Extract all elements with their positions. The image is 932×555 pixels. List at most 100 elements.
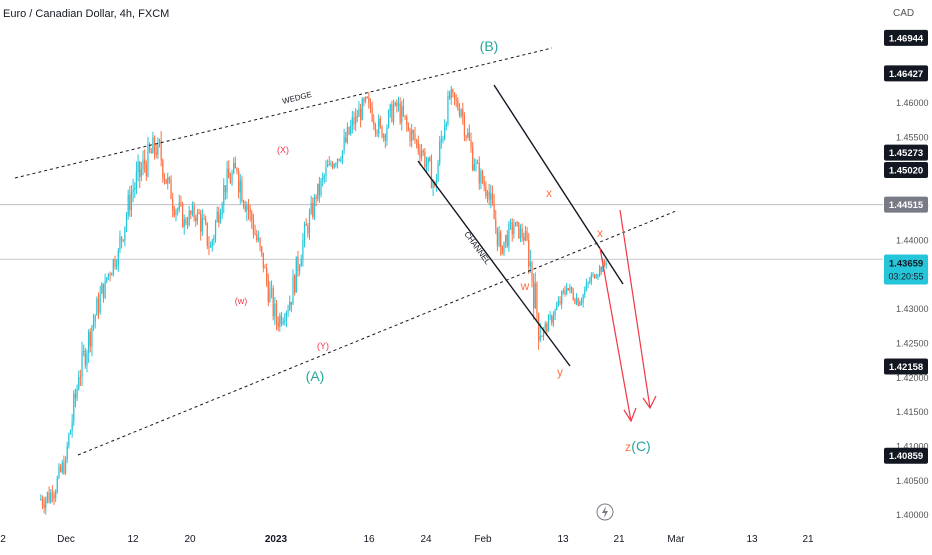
candle-up [107, 273, 110, 278]
candle-up [325, 167, 327, 176]
candle-up [480, 171, 482, 184]
candle-down [160, 140, 162, 161]
candle-up [94, 315, 96, 322]
candle-up [544, 323, 546, 329]
candle-up [191, 205, 194, 215]
candle-down [297, 256, 299, 272]
candle-up [274, 303, 276, 317]
candle-up [239, 180, 241, 193]
candle-up [289, 301, 291, 311]
candle-down [412, 130, 414, 134]
candle-down [200, 213, 202, 232]
candle-up [552, 315, 555, 324]
candle-up [178, 202, 180, 210]
candle-down [402, 106, 405, 116]
candle-down [496, 227, 499, 246]
x-tick-label: 13 [557, 534, 569, 545]
candle-up [284, 320, 286, 322]
candle-up [561, 291, 563, 304]
candle-down [264, 267, 266, 269]
candle-up [539, 336, 541, 341]
candle-up [350, 125, 352, 135]
candle-down [537, 313, 540, 341]
candle-down [254, 233, 256, 235]
candle-up [226, 168, 228, 193]
price-mark-box [884, 29, 928, 46]
candle-up [257, 238, 260, 241]
candle-up [87, 331, 90, 354]
candle-down [109, 273, 111, 276]
projection-arrow-1 [599, 247, 632, 422]
candle-up [73, 393, 75, 422]
candle-down [89, 331, 91, 347]
candle-down [145, 164, 147, 176]
y-tick-label: 1.43000 [896, 304, 929, 314]
candle-down [163, 177, 166, 180]
candle-up [76, 389, 78, 399]
candle-up [450, 89, 452, 99]
candle-up [106, 277, 108, 282]
candle-up [147, 144, 149, 176]
candle-up [592, 274, 594, 276]
candle-down [312, 203, 314, 217]
candle-down [153, 137, 156, 153]
wave-label-a: (A) [306, 368, 325, 384]
candle-up [505, 234, 507, 242]
candle-up [101, 283, 103, 294]
candle-up [444, 126, 446, 139]
candle-up [209, 246, 212, 248]
candle-up [445, 124, 447, 127]
candle-up [442, 138, 444, 140]
candle-up [92, 321, 95, 326]
candle-up [50, 493, 52, 503]
current-price-label: 1.43659 [889, 258, 923, 269]
candle-up [432, 181, 434, 189]
candle-up [565, 288, 568, 294]
candle-up [66, 446, 68, 460]
candle-down [368, 97, 370, 103]
candle-down [345, 137, 347, 143]
candle-down [290, 301, 292, 305]
candle-down [476, 162, 479, 164]
candle-up [91, 325, 93, 347]
candle-up [579, 301, 581, 306]
candle-up [96, 298, 98, 316]
candle-down [180, 202, 182, 204]
candle-up [302, 240, 304, 260]
candle-down [495, 219, 497, 228]
candle-down [262, 252, 264, 268]
wedge-label: WEDGE [281, 90, 313, 106]
candle-up [137, 161, 139, 172]
candle-up [177, 209, 179, 211]
candle-up [127, 194, 129, 216]
candle-down [414, 133, 416, 141]
price-mark-box [884, 161, 928, 178]
candle-up [201, 218, 203, 232]
candle-up [513, 226, 515, 235]
candle-down [272, 288, 274, 317]
candle-up [598, 266, 601, 275]
price-mark-label: 1.45020 [889, 165, 923, 176]
candle-down [478, 163, 480, 184]
candle-down [429, 157, 431, 161]
candle-up [486, 191, 489, 197]
candle-up [298, 266, 301, 272]
candle-down [462, 109, 464, 117]
candle-up [61, 462, 63, 472]
candle-down [259, 238, 261, 247]
candle-down [74, 393, 77, 399]
candle-up [425, 164, 428, 168]
candle-down [580, 301, 583, 303]
channel-lower-line [417, 160, 571, 367]
candle-up [213, 236, 215, 241]
candle-down [506, 234, 508, 247]
candle-up [270, 288, 273, 290]
candle-up [308, 213, 311, 234]
candle-up [383, 135, 385, 138]
candle-up [116, 264, 118, 267]
candle-down [572, 291, 574, 300]
candle-down [307, 225, 309, 234]
candle-up [333, 164, 335, 168]
